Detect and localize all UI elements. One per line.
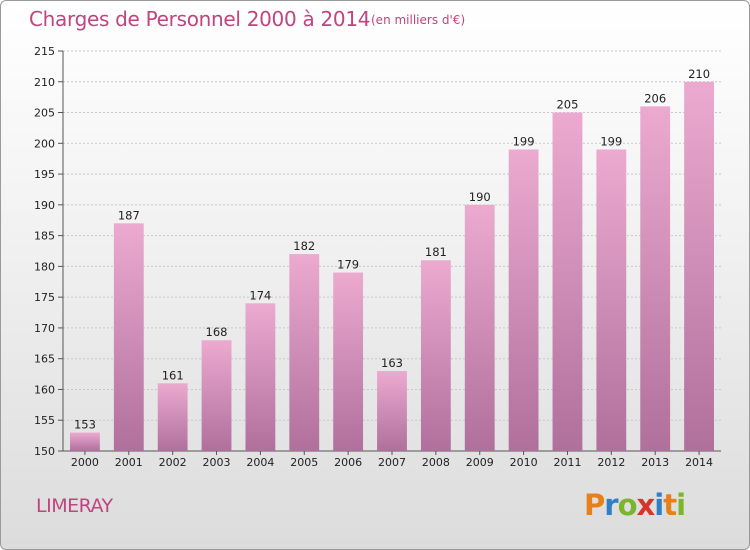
logo-letter-0: P [584, 488, 605, 522]
x-tick-label-2007: 2007 [378, 456, 406, 469]
value-label-2005: 182 [293, 239, 315, 253]
bar-2008 [420, 260, 451, 451]
x-tick-label-2006: 2006 [334, 456, 362, 469]
logo-letter-1: r [604, 488, 618, 522]
value-label-2001: 187 [118, 208, 140, 222]
value-label-2013: 206 [644, 91, 666, 105]
bar-2004 [245, 303, 276, 451]
x-tick-label-2008: 2008 [422, 456, 450, 469]
y-tick-label-165: 165 [34, 353, 55, 366]
y-tick-label-205: 205 [34, 107, 55, 120]
x-tick-label-2011: 2011 [553, 456, 581, 469]
x-tick-label-2002: 2002 [159, 456, 187, 469]
bars [70, 81, 714, 452]
bar-2014 [684, 81, 714, 452]
bar-2010 [508, 149, 539, 451]
value-label-2010: 199 [513, 134, 535, 148]
y-tick-label-195: 195 [34, 168, 55, 181]
bar-2007 [377, 371, 407, 451]
proxiti-logo: Proxiti [584, 488, 686, 522]
bar-2002 [157, 383, 188, 451]
bar-2005 [289, 254, 320, 451]
bar-2006 [333, 272, 364, 451]
value-label-2002: 161 [162, 368, 184, 382]
x-tick-label-2009: 2009 [466, 456, 494, 469]
y-tick-label-150: 150 [34, 445, 55, 458]
y-tick-label-215: 215 [34, 45, 55, 58]
commune-name: LIMERAY [36, 495, 113, 517]
y-tick-label-170: 170 [34, 322, 55, 335]
x-tick-label-2014: 2014 [685, 456, 713, 469]
value-label-2011: 205 [556, 98, 578, 112]
x-tick-label-2013: 2013 [641, 456, 669, 469]
y-tick-label-200: 200 [34, 137, 55, 150]
labels: 153 187 161 168 174 182 179 163 181 190 199 205 199 2… [74, 67, 710, 432]
logo-letter-5: t [663, 488, 677, 522]
logo-letter-6: i [676, 488, 686, 522]
x-tick-label-2012: 2012 [597, 456, 625, 469]
value-label-2000: 153 [74, 418, 96, 432]
value-label-2008: 181 [425, 245, 447, 259]
axes: 150 155 160 165 170 175 180 185 190 195 200 205 210 2… [34, 45, 721, 469]
logo-letter-3: x [636, 488, 656, 522]
x-tick-label-2005: 2005 [290, 456, 318, 469]
bar-2012 [596, 149, 627, 451]
value-label-2004: 174 [249, 288, 271, 302]
value-label-2007: 163 [381, 356, 403, 370]
bar-2013 [640, 106, 671, 451]
x-tick-label-2001: 2001 [115, 456, 143, 469]
value-label-2006: 179 [337, 258, 359, 272]
chart-subtitle: (en milliers d'€) [371, 13, 466, 27]
value-label-2003: 168 [206, 325, 228, 339]
y-tick-label-160: 160 [34, 383, 55, 396]
x-tick-label-2000: 2000 [71, 456, 99, 469]
y-tick-label-190: 190 [34, 199, 55, 212]
y-tick-label-155: 155 [34, 414, 55, 427]
x-tick-label-2004: 2004 [246, 456, 274, 469]
x-tick-label-2010: 2010 [510, 456, 538, 469]
bar-2001 [113, 223, 144, 451]
y-tick-label-210: 210 [34, 76, 55, 89]
value-label-2012: 199 [600, 134, 622, 148]
chart-title: Charges de Personnel 2000 à 2014 [29, 7, 371, 31]
x-tick-label-2003: 2003 [203, 456, 231, 469]
logo-letter-2: o [617, 488, 638, 522]
y-tick-label-175: 175 [34, 291, 55, 304]
y-tick-label-180: 180 [34, 260, 55, 273]
value-label-2014: 210 [688, 67, 710, 81]
value-label-2009: 190 [469, 190, 491, 204]
y-tick-label-185: 185 [34, 230, 55, 243]
logo-letter-4: i [654, 488, 664, 522]
bar-2009 [464, 204, 495, 451]
bar-2000 [70, 432, 100, 451]
bar-2011 [552, 112, 583, 452]
bar-2003 [201, 340, 232, 451]
